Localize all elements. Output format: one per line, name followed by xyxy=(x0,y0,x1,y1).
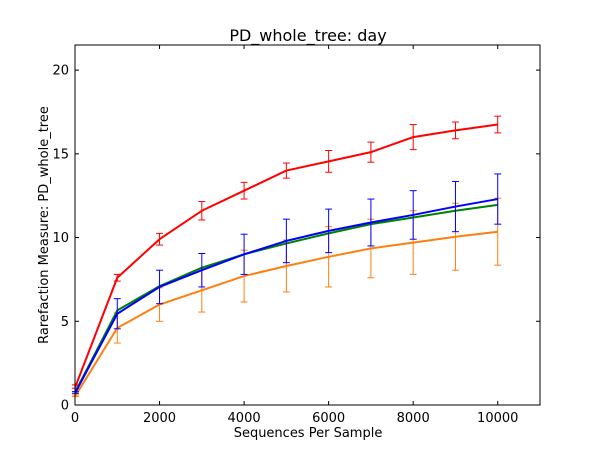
chart-title: PD_whole_tree: day xyxy=(229,26,386,46)
x-tick-label: 2000 xyxy=(143,411,176,426)
series-0 xyxy=(71,115,502,389)
y-tick-label: 5 xyxy=(61,315,69,330)
x-tick-label: 0 xyxy=(71,411,79,426)
axis-ticks: 0 2000 4000 6000 8000 10000 0 5 10 15 20 xyxy=(52,45,540,426)
series-line xyxy=(74,230,498,397)
y-tick-label: 15 xyxy=(52,147,69,162)
x-tick-label: 6000 xyxy=(312,411,345,426)
x-tick-label: 8000 xyxy=(397,411,430,426)
x-tick-label: 10000 xyxy=(477,411,518,426)
y-tick-label: 20 xyxy=(52,64,69,79)
plot-frame xyxy=(74,44,541,406)
plot-area xyxy=(71,115,502,398)
x-axis-label: Sequences Per Sample xyxy=(234,426,383,441)
series-line xyxy=(74,123,498,387)
x-tick-label: 4000 xyxy=(228,411,261,426)
series-line xyxy=(74,198,498,393)
y-tick-label: 0 xyxy=(61,399,69,414)
series-3 xyxy=(71,173,502,394)
y-tick-label: 10 xyxy=(52,231,69,246)
y-axis-label: Rarefaction Measure: PD_whole_tree xyxy=(37,106,52,344)
